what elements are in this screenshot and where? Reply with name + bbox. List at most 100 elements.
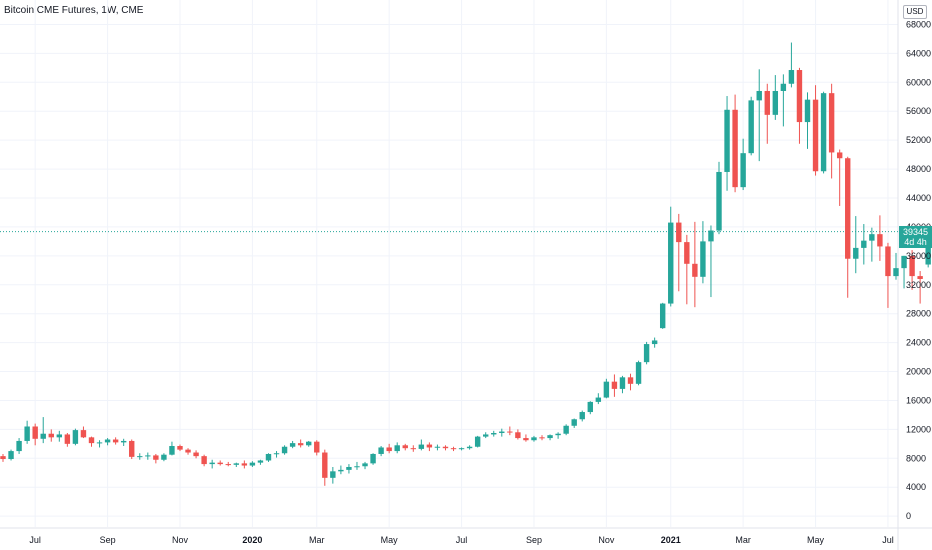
candle[interactable]	[40, 417, 46, 444]
candle[interactable]	[547, 434, 553, 441]
candle[interactable]	[410, 445, 416, 452]
candle[interactable]	[515, 429, 521, 440]
candle[interactable]	[756, 69, 762, 162]
candle[interactable]	[104, 438, 111, 446]
candle[interactable]	[177, 444, 183, 452]
candle[interactable]	[249, 461, 256, 467]
candle[interactable]	[499, 428, 505, 437]
candle[interactable]	[491, 430, 497, 437]
candle[interactable]	[273, 451, 280, 458]
candle[interactable]	[668, 206, 674, 307]
candle[interactable]	[563, 424, 569, 436]
candle[interactable]	[48, 429, 54, 442]
candle[interactable]	[901, 255, 907, 289]
candle[interactable]	[772, 75, 779, 120]
candle[interactable]	[370, 453, 376, 465]
candle[interactable]	[579, 410, 585, 422]
candle[interactable]	[32, 423, 38, 446]
candle[interactable]	[129, 439, 135, 460]
candle[interactable]	[281, 445, 288, 455]
candle[interactable]	[692, 221, 698, 308]
candle[interactable]	[732, 94, 738, 193]
candle[interactable]	[16, 438, 22, 454]
candle[interactable]	[853, 216, 859, 274]
candle[interactable]	[764, 83, 770, 144]
candle[interactable]	[306, 440, 312, 447]
candle[interactable]	[426, 442, 433, 452]
candle[interactable]	[386, 443, 392, 454]
candle[interactable]	[161, 453, 167, 462]
candle[interactable]	[474, 435, 481, 448]
candle[interactable]	[788, 42, 795, 88]
candle[interactable]	[716, 161, 722, 235]
candle[interactable]	[531, 435, 537, 442]
candle[interactable]	[112, 437, 119, 445]
candle[interactable]	[418, 439, 425, 451]
candle[interactable]	[241, 460, 248, 469]
candle[interactable]	[845, 156, 851, 298]
candle[interactable]	[611, 374, 618, 397]
candle[interactable]	[804, 92, 811, 149]
candle[interactable]	[740, 138, 746, 191]
candle[interactable]	[24, 420, 30, 444]
candle[interactable]	[265, 453, 272, 462]
candle[interactable]	[820, 91, 827, 174]
candle[interactable]	[708, 225, 714, 298]
candle[interactable]	[651, 337, 658, 348]
candle[interactable]	[137, 453, 143, 460]
candle[interactable]	[523, 434, 529, 442]
candle[interactable]	[217, 460, 223, 466]
candle[interactable]	[354, 461, 360, 470]
candle[interactable]	[885, 242, 891, 308]
candle[interactable]	[72, 428, 79, 446]
candle[interactable]	[120, 438, 127, 447]
candle[interactable]	[483, 432, 489, 439]
candle[interactable]	[700, 221, 706, 284]
candle[interactable]	[555, 432, 561, 439]
candle[interactable]	[145, 452, 151, 460]
candle[interactable]	[0, 453, 6, 462]
candle[interactable]	[635, 360, 642, 386]
candle[interactable]	[153, 453, 159, 464]
candle[interactable]	[169, 441, 175, 456]
candle[interactable]	[571, 418, 577, 428]
candle[interactable]	[8, 449, 14, 461]
candle[interactable]	[466, 445, 473, 450]
candle[interactable]	[861, 224, 867, 265]
candle[interactable]	[322, 449, 328, 486]
candle[interactable]	[539, 435, 545, 441]
candle[interactable]	[338, 465, 344, 475]
candle[interactable]	[96, 440, 103, 448]
candle[interactable]	[209, 459, 215, 469]
candle[interactable]	[434, 444, 441, 451]
candle[interactable]	[603, 378, 610, 399]
candle[interactable]	[643, 341, 650, 365]
candle[interactable]	[748, 96, 754, 156]
candle[interactable]	[185, 448, 191, 455]
candle[interactable]	[442, 445, 449, 451]
candle[interactable]	[56, 430, 63, 442]
time-axis[interactable]: Jul Sep Nov 2020 Mar May Jul Sep Nov 2021 Mar May Ju…	[29, 535, 893, 545]
candle[interactable]	[362, 461, 368, 470]
candles[interactable]	[0, 42, 931, 486]
candle[interactable]	[394, 442, 400, 454]
candle[interactable]	[909, 250, 915, 290]
candle[interactable]	[88, 436, 95, 447]
candle[interactable]	[233, 462, 240, 467]
candle[interactable]	[869, 227, 875, 262]
candle[interactable]	[507, 426, 513, 436]
candle[interactable]	[330, 466, 336, 484]
candle[interactable]	[659, 302, 666, 329]
candle[interactable]	[450, 446, 457, 452]
candle[interactable]	[812, 85, 819, 176]
candle[interactable]	[627, 373, 634, 391]
candle[interactable]	[828, 83, 835, 179]
candle[interactable]	[780, 74, 787, 127]
candle[interactable]	[378, 446, 384, 457]
candle[interactable]	[64, 433, 71, 447]
candle[interactable]	[458, 447, 465, 451]
candle[interactable]	[587, 401, 593, 415]
candle[interactable]	[724, 96, 730, 191]
candle[interactable]	[201, 454, 207, 467]
